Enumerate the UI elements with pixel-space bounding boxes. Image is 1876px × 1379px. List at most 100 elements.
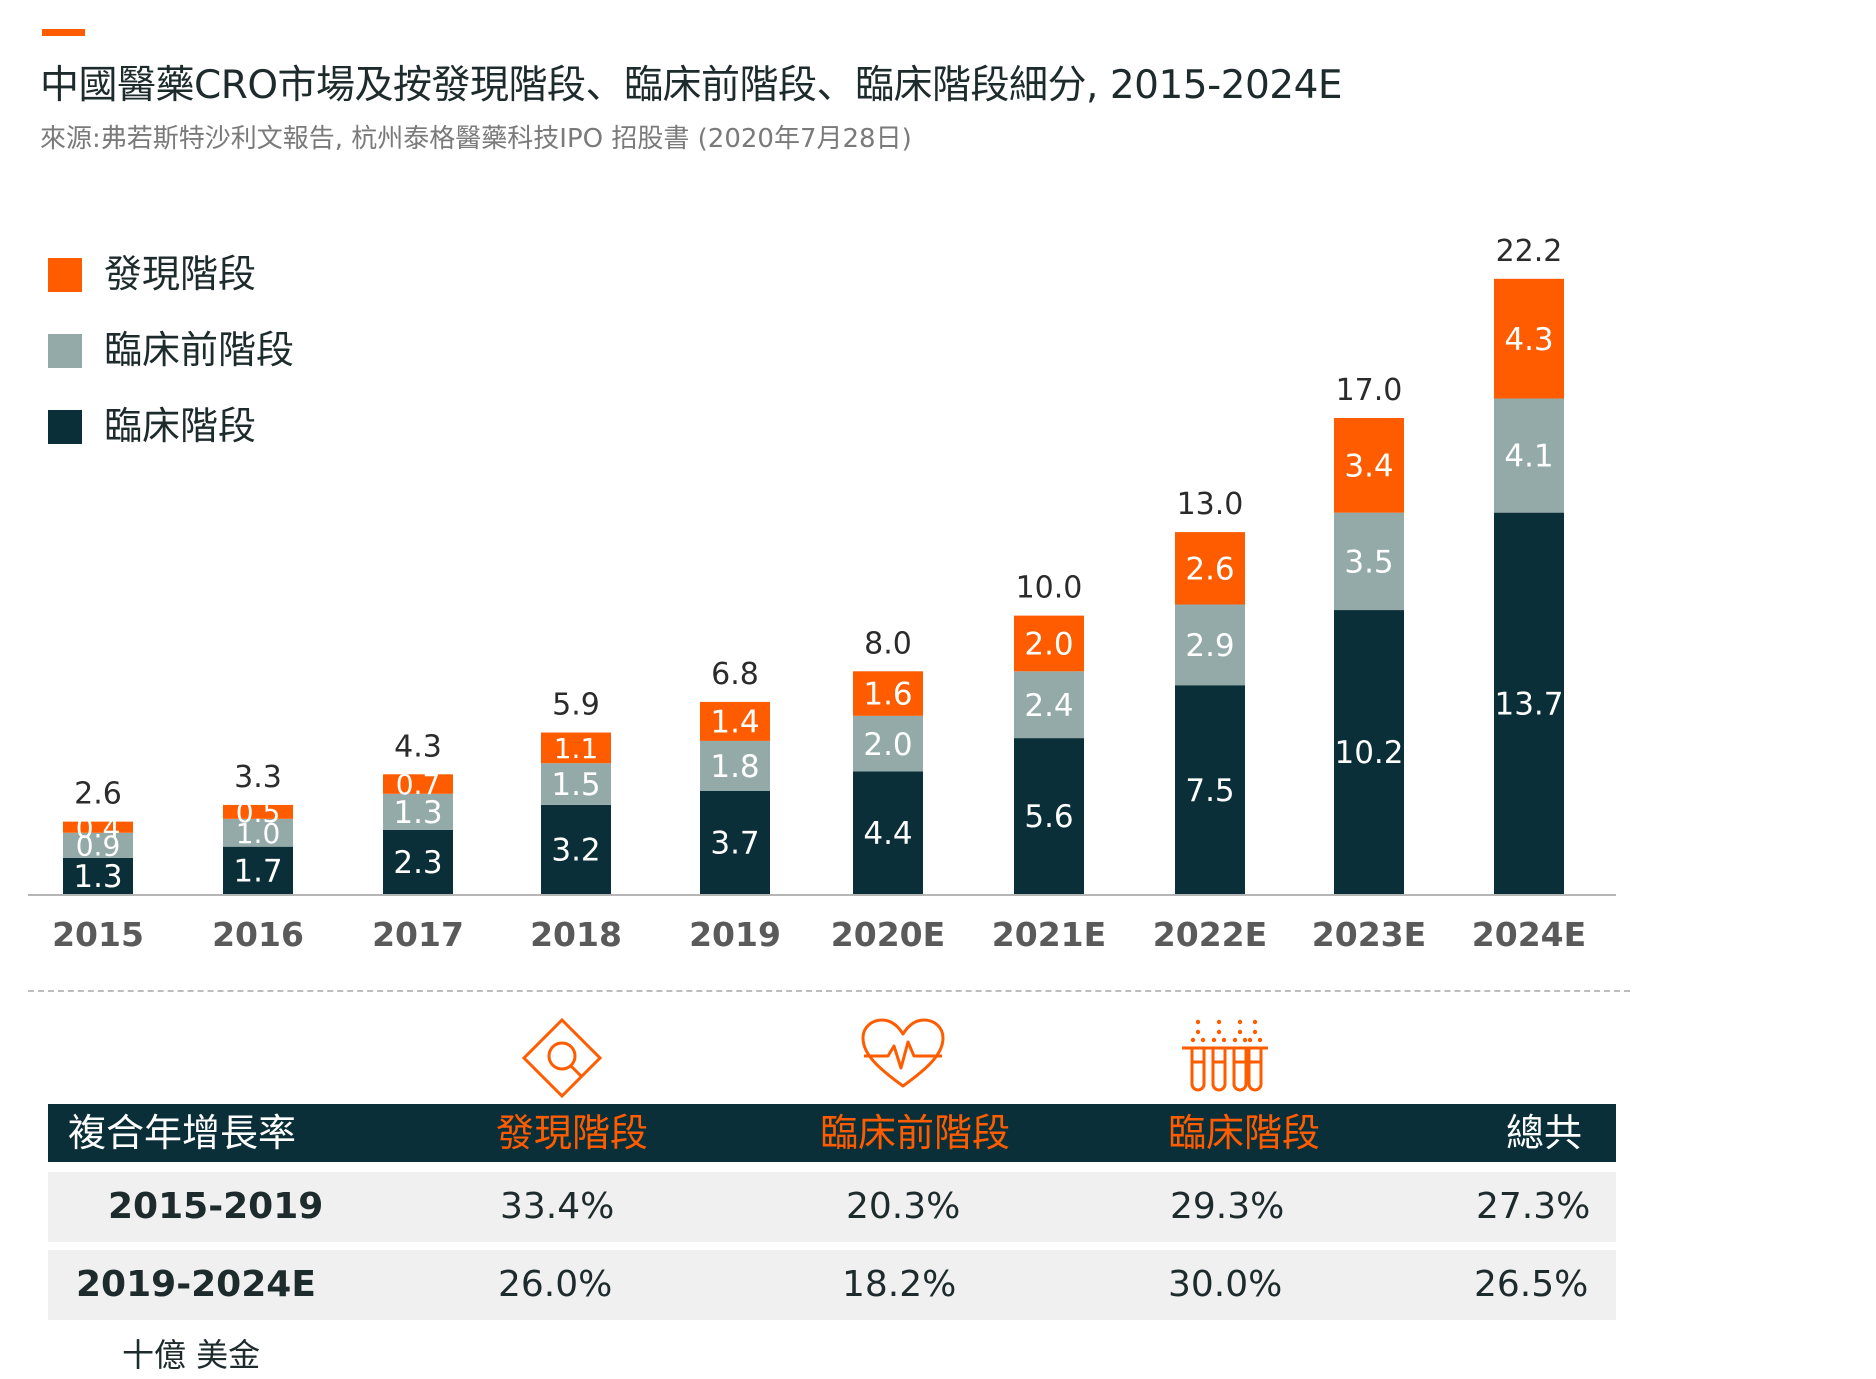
bar-segment [1175,532,1245,605]
legend-swatch-clinical [48,410,82,444]
bar-segment [1334,610,1404,894]
data-label: 2.4 [1024,688,1073,724]
data-label: 0.5 [236,796,281,829]
bar-segment [1175,685,1245,894]
total-label: 22.2 [1496,234,1563,269]
legend-label-discovery: 發現階段 [104,252,257,296]
cagr-row-total: 26.5% [1474,1264,1589,1305]
bar-segment [63,821,133,833]
bar-segment [1175,604,1245,686]
x-tick-label: 2021E [992,915,1106,954]
data-label: 4.1 [1504,439,1553,475]
total-label: 2.6 [74,777,122,812]
section-divider [28,990,1630,992]
x-tick-label: 2024E [1472,915,1586,954]
bar-segment [700,701,770,741]
bar-segment [1334,512,1404,611]
bar-segment [383,829,453,894]
total-label: 4.3 [394,729,442,764]
bar-segment [853,715,923,772]
title-accent-bar [42,29,85,36]
bar-segment [223,846,293,894]
table-row: 2015-2019 33.4% 20.3% 29.3% 27.3% [48,1172,1616,1242]
x-tick-label: 2019 [689,915,781,954]
legend-label-preclinical: 臨床前階段 [104,328,295,372]
total-label: 17.0 [1336,373,1403,408]
cagr-row-total: 27.3% [1476,1186,1591,1227]
heart-pulse-icon [861,1018,945,1088]
cagr-row-discovery: 33.4% [500,1186,615,1227]
data-label: 1.6 [863,677,912,713]
cagr-header-discovery: 發現階段 [496,1111,649,1155]
bar-segment [853,671,923,716]
data-label: 0.9 [76,829,121,862]
bar-segment [223,804,293,819]
data-label: 3.5 [1344,544,1393,580]
data-label: 0.4 [76,811,121,844]
data-label: 4.4 [863,816,912,852]
data-label: 0.7 [396,768,441,801]
data-label: 10.2 [1334,735,1403,771]
data-label: 1.5 [551,767,600,803]
bar-segment [223,818,293,847]
data-label: 2.6 [1185,551,1234,587]
chart-source: 來源:弗若斯特沙利文報告, 杭州泰格醫藥科技IPO 招股書 (2020年7月28… [40,124,912,154]
cagr-row-clinical: 29.3% [1170,1186,1285,1227]
bar-segment [1014,671,1084,739]
cagr-row-preclinical: 18.2% [842,1264,957,1305]
data-label: 1.3 [393,795,442,831]
data-label: 4.3 [1504,322,1553,358]
bar-segment [700,791,770,894]
bar-segment [541,804,611,894]
cagr-table-header: 複合年增長率 發現階段 臨床前階段 臨床階段 總共 [48,1104,1616,1162]
x-tick-label: 2023E [1312,915,1426,954]
x-tick-label: 2016 [212,915,304,954]
cagr-header-label: 複合年增長率 [68,1111,297,1155]
x-tick-label: 2017 [372,915,464,954]
bar-segment [1494,278,1564,399]
magnifier-diamond-icon [521,1017,603,1099]
data-label: 2.9 [1185,628,1234,664]
data-label: 2.3 [393,845,442,881]
legend-swatch-discovery [48,258,82,292]
data-label: 3.4 [1344,448,1393,484]
data-label: 1.3 [73,859,122,895]
bar-segment [63,857,133,894]
data-label: 2.0 [863,727,912,763]
data-label: 1.8 [710,749,759,785]
total-label: 10.0 [1016,571,1083,606]
table-row: 2019-2024E 26.0% 18.2% 30.0% 26.5% [48,1250,1616,1320]
bar-segment [700,740,770,791]
cagr-header-clinical: 臨床階段 [1168,1111,1321,1155]
bar-segment [383,774,453,794]
cagr-row-period: 2019-2024E [76,1264,316,1305]
legend-label-clinical: 臨床階段 [104,404,257,448]
bar-segment [853,771,923,894]
x-tick-label: 2018 [530,915,622,954]
data-label: 1.4 [710,705,759,741]
cagr-header-preclinical: 臨床前階段 [820,1111,1011,1155]
bar-segment [541,763,611,805]
bar-segment [1494,512,1564,894]
stacked-bar-chart: 1.30.90.42.620151.71.00.53.320162.31.30.… [28,234,1616,954]
cagr-row-clinical: 30.0% [1168,1264,1283,1305]
cagr-header-total: 總共 [1506,1111,1583,1155]
cagr-row-preclinical: 20.3% [846,1186,961,1227]
data-label: 5.6 [1024,799,1073,835]
total-label: 8.0 [864,626,912,661]
data-label: 13.7 [1494,686,1563,722]
cagr-row-period: 2015-2019 [108,1186,324,1227]
data-label: 2.0 [1024,627,1073,663]
cagr-row-discovery: 26.0% [498,1264,613,1305]
total-label: 6.8 [711,657,759,692]
bar-segment [63,832,133,858]
data-label: 1.1 [554,732,599,765]
bar-segment [383,793,453,830]
data-label: 1.0 [236,817,281,850]
legend-swatch-preclinical [48,334,82,368]
total-label: 5.9 [552,688,600,723]
x-tick-label: 2020E [831,915,945,954]
data-label: 3.7 [710,826,759,862]
bar-segment [1014,738,1084,894]
total-label: 3.3 [234,760,282,795]
